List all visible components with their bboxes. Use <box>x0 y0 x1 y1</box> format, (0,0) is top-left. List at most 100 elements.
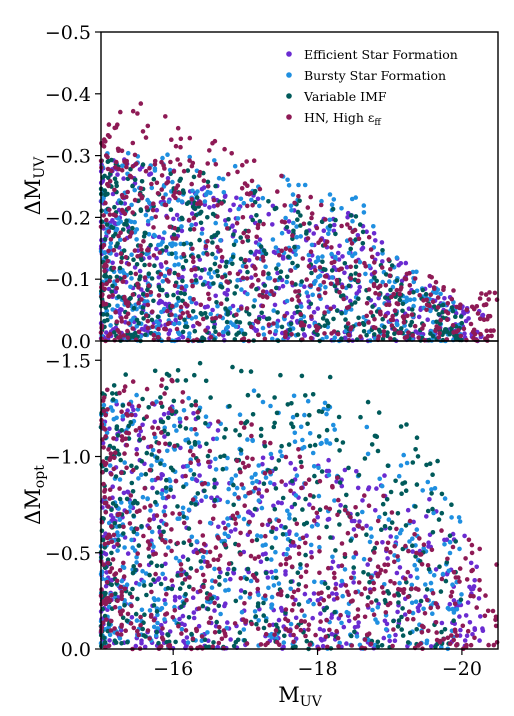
scatter-point <box>247 595 252 600</box>
scatter-point <box>164 277 170 283</box>
scatter-point <box>350 218 355 224</box>
scatter-point <box>110 557 116 562</box>
scatter-point <box>126 431 132 436</box>
scatter-point <box>113 310 118 315</box>
scatter-point <box>215 534 221 540</box>
scatter-point <box>194 432 199 437</box>
scatter-point <box>111 466 117 472</box>
scatter-point <box>226 171 231 177</box>
scatter-point <box>294 521 300 527</box>
scatter-point <box>223 542 228 548</box>
scatter-point <box>222 146 227 152</box>
scatter-point <box>109 472 114 477</box>
scatter-point <box>245 238 251 243</box>
scatter-point <box>369 600 374 605</box>
scatter-point <box>375 644 381 649</box>
scatter-point <box>348 264 354 270</box>
scatter-point <box>147 467 153 473</box>
scatter-point <box>314 225 320 231</box>
scatter-point <box>295 587 301 593</box>
scatter-point <box>205 238 210 244</box>
scatter-point <box>244 306 250 311</box>
scatter-point <box>278 449 283 454</box>
scatter-point <box>290 236 295 242</box>
scatter-point <box>407 290 412 296</box>
scatter-point <box>101 408 107 414</box>
scatter-point <box>310 292 316 298</box>
scatter-point <box>155 626 161 631</box>
scatter-point <box>431 510 436 516</box>
scatter-point <box>348 246 354 252</box>
scatter-point <box>147 165 152 171</box>
scatter-point <box>407 609 412 614</box>
scatter-point <box>137 425 142 431</box>
scatter-point <box>413 447 418 452</box>
scatter-point <box>259 505 265 511</box>
scatter-point <box>283 454 289 460</box>
scatter-point <box>120 403 126 408</box>
scatter-point <box>186 507 192 513</box>
scatter-point <box>298 223 303 228</box>
scatter-point <box>358 414 363 420</box>
scatter-point <box>454 304 460 310</box>
scatter-point <box>137 437 143 443</box>
scatter-point <box>388 317 394 323</box>
scatter-point <box>330 559 336 564</box>
scatter-point <box>277 642 282 648</box>
scatter-point <box>144 292 150 298</box>
scatter-point <box>394 278 400 283</box>
scatter-point <box>392 308 398 314</box>
scatter-point <box>306 304 312 310</box>
scatter-point <box>168 159 173 165</box>
scatter-point <box>353 259 359 264</box>
scatter-point <box>380 279 386 285</box>
scatter-point <box>242 590 248 595</box>
scatter-point <box>295 209 301 215</box>
scatter-point <box>201 584 206 590</box>
scatter-point <box>109 618 114 624</box>
scatter-point <box>243 264 249 270</box>
scatter-point <box>192 439 198 445</box>
scatter-point <box>114 415 119 421</box>
scatter-point <box>371 586 377 592</box>
scatter-point <box>175 378 180 383</box>
scatter-point <box>155 475 161 481</box>
scatter-point <box>392 327 398 332</box>
scatter-point <box>329 268 335 273</box>
scatter-point <box>129 230 134 235</box>
scatter-point <box>120 209 126 215</box>
scatter-point <box>172 608 178 613</box>
scatter-point <box>193 278 199 283</box>
scatter-point <box>254 255 260 261</box>
scatter-point <box>477 638 482 643</box>
scatter-point <box>191 549 197 555</box>
scatter-point <box>403 260 409 266</box>
scatter-point <box>147 200 152 206</box>
scatter-point <box>231 502 236 508</box>
scatter-point <box>424 587 430 592</box>
scatter-point <box>118 584 124 590</box>
scatter-point <box>269 605 274 610</box>
scatter-point <box>395 557 401 563</box>
scatter-point <box>421 606 426 612</box>
scatter-point <box>125 413 130 418</box>
scatter-point <box>122 460 127 465</box>
scatter-point <box>299 608 305 613</box>
scatter-point <box>168 539 173 544</box>
scatter-point <box>285 402 291 407</box>
scatter-point <box>221 628 227 633</box>
scatter-point <box>188 566 194 571</box>
scatter-point <box>355 233 361 238</box>
scatter-point <box>396 586 401 592</box>
scatter-point <box>293 493 299 498</box>
scatter-point <box>223 426 228 432</box>
scatter-point <box>316 240 321 245</box>
scatter-point <box>269 529 275 534</box>
scatter-point <box>219 258 225 264</box>
scatter-point <box>181 168 187 174</box>
scatter-point <box>141 583 147 588</box>
scatter-point <box>170 467 176 473</box>
scatter-point <box>101 395 107 400</box>
scatter-point <box>310 615 316 621</box>
scatter-point <box>258 642 264 647</box>
